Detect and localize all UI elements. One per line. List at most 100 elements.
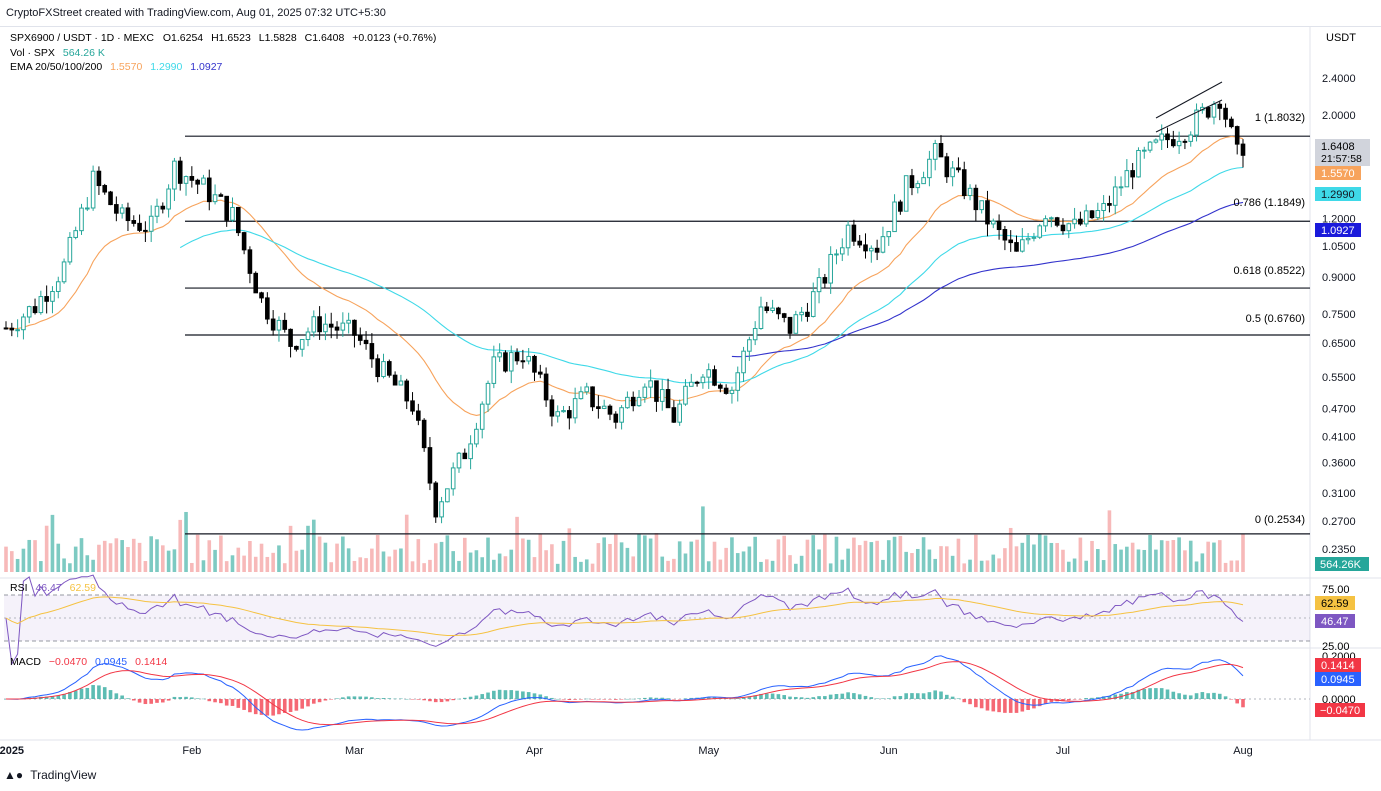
macd-hist-bar-199 bbox=[1159, 688, 1164, 699]
macd-hist-bar-48 bbox=[282, 699, 287, 713]
candle-body-202 bbox=[1176, 140, 1182, 147]
candle-body-170 bbox=[990, 220, 996, 225]
volume-bar-170 bbox=[991, 554, 996, 572]
volume-bar-60 bbox=[352, 560, 357, 572]
volume-bar-129 bbox=[753, 536, 757, 572]
volume-bar-168 bbox=[979, 560, 984, 572]
macd-hist-bar-109 bbox=[637, 698, 641, 699]
volume-bar-67 bbox=[393, 549, 397, 572]
macd-hist-bar-29 bbox=[172, 696, 177, 699]
volume-bar-150 bbox=[875, 540, 879, 572]
volume-bar-212 bbox=[1235, 560, 1239, 572]
volume-bar-123 bbox=[718, 559, 723, 572]
volume-bar-153 bbox=[892, 536, 897, 572]
candle-body-173 bbox=[1008, 239, 1013, 244]
macd-line bbox=[5, 655, 1244, 731]
macd-hist-bar-151 bbox=[881, 698, 885, 699]
chart-canvas[interactable]: 1 (1.8032) 0.786 (1.1849) 0.618 (0.8522)… bbox=[0, 26, 1381, 768]
candle-body-14 bbox=[85, 207, 90, 210]
price-axis[interactable]: 2.40002.00001.70001.20001.05000.90000.75… bbox=[1322, 73, 1356, 556]
volume-bar-174 bbox=[1014, 546, 1019, 572]
candle-body-109 bbox=[636, 396, 642, 407]
legend-ema100: 1.0927 bbox=[190, 61, 222, 73]
fib-label-1: 1 (1.8032) bbox=[1255, 112, 1305, 124]
volume-bar-146 bbox=[852, 537, 856, 572]
macd-hist-bar-98 bbox=[573, 699, 577, 700]
price-tick-0: 2.4000 bbox=[1322, 73, 1356, 85]
volume-bar-41 bbox=[242, 555, 246, 572]
macd-hist-bar-177 bbox=[1032, 699, 1036, 709]
volume-bar-157 bbox=[915, 548, 920, 572]
macd-hist-bar-203 bbox=[1183, 694, 1187, 699]
macd-hist-bar-148 bbox=[863, 695, 868, 699]
macd-hist-bar-93 bbox=[544, 696, 548, 699]
volume-bar-32 bbox=[190, 562, 194, 572]
volume-bar-208 bbox=[1212, 542, 1216, 572]
macd-hist-bar-180 bbox=[1049, 699, 1054, 703]
volume-bar-104 bbox=[608, 543, 612, 572]
volume-bar-111 bbox=[648, 538, 653, 572]
volume-bar-98 bbox=[573, 556, 577, 572]
volume-bar-11 bbox=[68, 563, 72, 572]
macd-hist-bar-33 bbox=[195, 698, 200, 699]
volume-bar-119 bbox=[695, 539, 699, 572]
volume-bar-45 bbox=[265, 556, 270, 572]
candle-body-127 bbox=[741, 350, 746, 374]
candle-body-27 bbox=[160, 205, 166, 210]
volume-bar-193 bbox=[1125, 546, 1129, 572]
macd-hist-bar-197 bbox=[1148, 688, 1152, 699]
macd-hist-bar-94 bbox=[550, 697, 554, 699]
macd-hist-bar-129 bbox=[753, 695, 757, 699]
volume-bar-151 bbox=[881, 559, 885, 572]
volume-bar-133 bbox=[776, 539, 781, 572]
legend-open: 1.6254 bbox=[171, 32, 203, 44]
macd-hist-bar-208 bbox=[1212, 692, 1216, 699]
volume-bar-184 bbox=[1072, 558, 1077, 572]
candle-body-96 bbox=[561, 410, 566, 413]
candle-body-99 bbox=[578, 391, 584, 400]
ema100-line bbox=[731, 201, 1244, 358]
legend-high-label: H bbox=[211, 32, 219, 44]
volume-bar-177 bbox=[1032, 544, 1036, 572]
macd-signal-badge bbox=[1315, 658, 1361, 672]
volume-bar-66 bbox=[387, 556, 392, 572]
macd-hist-bar-191 bbox=[1113, 694, 1118, 699]
macd-hist-bar-99 bbox=[579, 699, 583, 700]
volume-bar-83 bbox=[486, 537, 490, 572]
candle-body-40 bbox=[236, 206, 241, 234]
macd-hist-bar-46 bbox=[271, 699, 275, 716]
volume-bar-140 bbox=[817, 549, 821, 572]
macd-hist-bar-213 bbox=[1241, 699, 1245, 708]
candle-body-93 bbox=[543, 373, 549, 401]
volume-bar-36 bbox=[213, 549, 217, 572]
trendline-upper[interactable] bbox=[1155, 81, 1223, 119]
macd-hist-bar-83 bbox=[486, 692, 490, 699]
macd-hist-bar-194 bbox=[1130, 692, 1135, 699]
time-axis[interactable]: 2025 Feb Mar Apr May Jun Jul Aug bbox=[0, 745, 1253, 757]
candle-body-149 bbox=[869, 247, 874, 252]
macd-hist-bar-127 bbox=[741, 697, 746, 699]
candle-body-190 bbox=[1107, 203, 1112, 206]
candle-body-7 bbox=[44, 296, 49, 302]
trendline-lower[interactable] bbox=[1155, 99, 1223, 133]
candle-body-196 bbox=[1141, 149, 1147, 152]
volume-bar-71 bbox=[416, 539, 421, 572]
candle-body-53 bbox=[311, 316, 317, 333]
volume-bar-187 bbox=[1090, 540, 1094, 572]
macd-hist-bar-138 bbox=[805, 697, 810, 699]
rsi-ma-badge bbox=[1315, 596, 1355, 610]
macd-hist-bar-207 bbox=[1206, 693, 1210, 699]
candle-body-36 bbox=[212, 194, 218, 203]
candle-body-171 bbox=[996, 220, 1002, 231]
candle-body-182 bbox=[1060, 224, 1066, 232]
currency-label[interactable]: USDT bbox=[1326, 32, 1356, 44]
volume-bar-154 bbox=[898, 535, 903, 572]
candle-body-31 bbox=[183, 176, 189, 184]
volume-bar-125 bbox=[730, 537, 734, 572]
candle-body-39 bbox=[230, 206, 235, 221]
macd-hist-bar-74 bbox=[433, 699, 438, 703]
macd-hist-bar-103 bbox=[602, 699, 606, 700]
candle-body-164 bbox=[956, 167, 961, 171]
candle-body-69 bbox=[404, 380, 410, 402]
candlesticks[interactable] bbox=[3, 101, 1246, 524]
